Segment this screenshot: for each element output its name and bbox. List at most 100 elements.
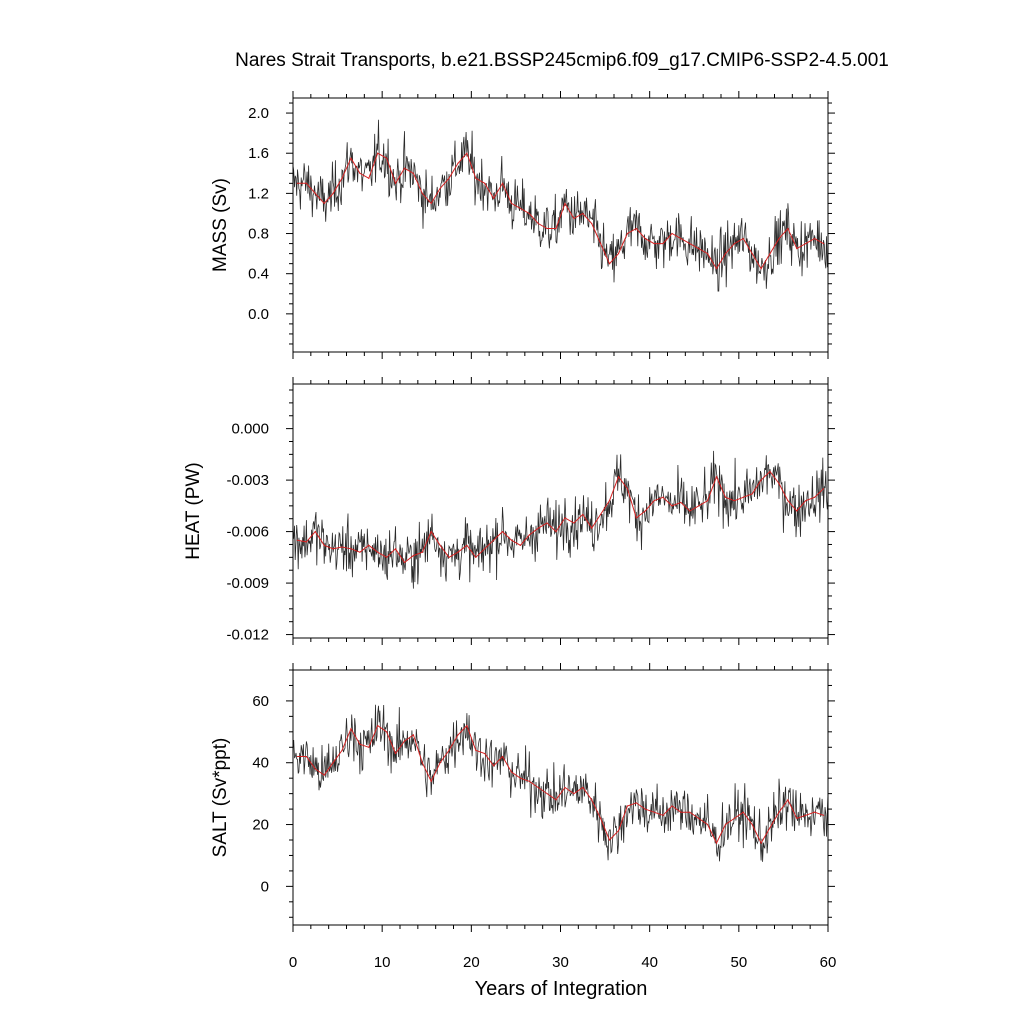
mass-annual-point (403, 167, 406, 169)
heat-annual-point (350, 548, 352, 550)
heat-annual-point (724, 496, 727, 498)
mass-annual-point (751, 253, 753, 255)
salt-x-tick-label: 10 (374, 954, 391, 971)
heat-annual-point (608, 500, 611, 502)
mass-annual-point (377, 152, 379, 154)
salt-annual-point (751, 823, 753, 826)
salt-annual-point (430, 780, 432, 782)
heat-annual-point (466, 544, 468, 546)
salt-annual-point (377, 725, 379, 727)
salt-annual-point (484, 752, 486, 755)
mass-annual-point (323, 202, 325, 205)
salt-annual-point (573, 793, 575, 795)
salt-annual-point (742, 811, 744, 813)
heat-annual-point (341, 546, 343, 548)
salt-annual-point (769, 827, 771, 829)
salt-y-axis-label: SALT (Sv*ppt) (210, 738, 231, 858)
mass-annual-point (582, 212, 584, 215)
salt-annual-point (805, 814, 807, 816)
mass-annual-point (814, 237, 816, 240)
salt-annual-point (501, 755, 504, 758)
heat-annual-point (573, 522, 575, 524)
salt-x-tick-label: 60 (820, 954, 837, 971)
panel-heat: -0.012 -0.009 -0.006 -0.003 0.000 HEAT (PW) (183, 377, 835, 645)
heat-annual-point (386, 556, 388, 558)
mass-annual-point (439, 187, 441, 189)
heat-y-tick-label: -0.012 (226, 627, 269, 644)
mass-annual-point (386, 157, 388, 159)
salt-annual-point (439, 762, 441, 764)
heat-annual-point (814, 496, 816, 498)
chart-title: Nares Strait Transports, b.e21.BSSP245cm… (235, 50, 889, 71)
mass-annual-point (528, 212, 530, 215)
mass-annual-point (608, 263, 611, 265)
salt-annual-point (519, 777, 521, 779)
salt-y-tick-label: 0 (261, 878, 269, 895)
salt-annual-point (582, 786, 584, 789)
salt-annual-point (448, 749, 450, 751)
mass-annual-point (787, 227, 789, 230)
mass-plot-frame (292, 97, 829, 353)
mass-y-tick-label: 1.2 (248, 185, 269, 202)
salt-x-tick-label: 50 (730, 954, 747, 971)
salt-annual-point (724, 823, 727, 826)
salt-annual-point (412, 734, 414, 736)
heat-annual-point (582, 513, 584, 516)
heat-annual-point (457, 551, 459, 553)
heat-y-axis-label: HEAT (PW) (183, 462, 204, 559)
heat-annual-point (796, 510, 798, 512)
salt-annual-point (662, 814, 664, 816)
mass-annual-point (501, 182, 504, 184)
mass-annual-point (555, 227, 557, 230)
salt-annual-point (394, 752, 397, 755)
salt-annual-mean-line (297, 724, 824, 845)
heat-annual-point (617, 476, 620, 478)
salt-annual-point (564, 786, 566, 789)
mass-annual-point (412, 172, 414, 174)
salt-annual-point (466, 725, 468, 727)
mass-y-axis-label: MASS (Sv) (210, 178, 231, 272)
salt-annual-point (715, 842, 718, 844)
mass-annual-point (564, 202, 566, 205)
heat-annual-point (778, 482, 780, 485)
mass-annual-point (368, 177, 370, 179)
mass-annual-point (341, 177, 343, 179)
heat-annual-point (733, 500, 735, 502)
heat-annual-point (510, 539, 513, 541)
mass-annual-point (626, 232, 628, 235)
panel-mass: 0.0 0.4 0.8 1.2 1.6 2.0 MASS (Sv) (210, 91, 835, 359)
heat-annual-point (805, 500, 807, 502)
salt-annual-point (671, 805, 673, 807)
heat-annual-point (537, 527, 539, 529)
mass-annual-point (457, 162, 459, 164)
heat-annual-point (412, 555, 414, 557)
heat-annual-point (493, 539, 495, 541)
mass-annual-point (671, 232, 673, 235)
salt-annual-point (680, 811, 682, 813)
mass-y-tick-label: 0.0 (248, 306, 269, 323)
salt-annual-point (510, 771, 513, 773)
salt-annual-point (305, 755, 307, 758)
heat-annual-point (421, 551, 423, 553)
salt-annual-point (296, 755, 299, 758)
heat-annual-point (715, 476, 718, 478)
salt-annual-point (341, 749, 343, 751)
heat-annual-point (822, 488, 825, 490)
salt-annual-point (653, 811, 655, 813)
heat-annual-point (323, 544, 325, 546)
heat-annual-point (644, 510, 646, 512)
heat-annual-point (671, 505, 673, 507)
mass-annual-point (653, 242, 655, 245)
mass-annual-point (644, 237, 646, 240)
heat-annual-point (368, 544, 370, 546)
heat-annual-point (600, 513, 602, 516)
mass-annual-point (617, 253, 620, 255)
heat-plot-frame (292, 383, 829, 639)
salt-plot-frame (292, 669, 829, 926)
mass-annual-point (778, 237, 780, 240)
salt-annual-point (528, 780, 530, 782)
mass-annual-point (475, 177, 477, 179)
heat-annual-point (519, 544, 521, 546)
salt-annual-point (359, 743, 361, 745)
